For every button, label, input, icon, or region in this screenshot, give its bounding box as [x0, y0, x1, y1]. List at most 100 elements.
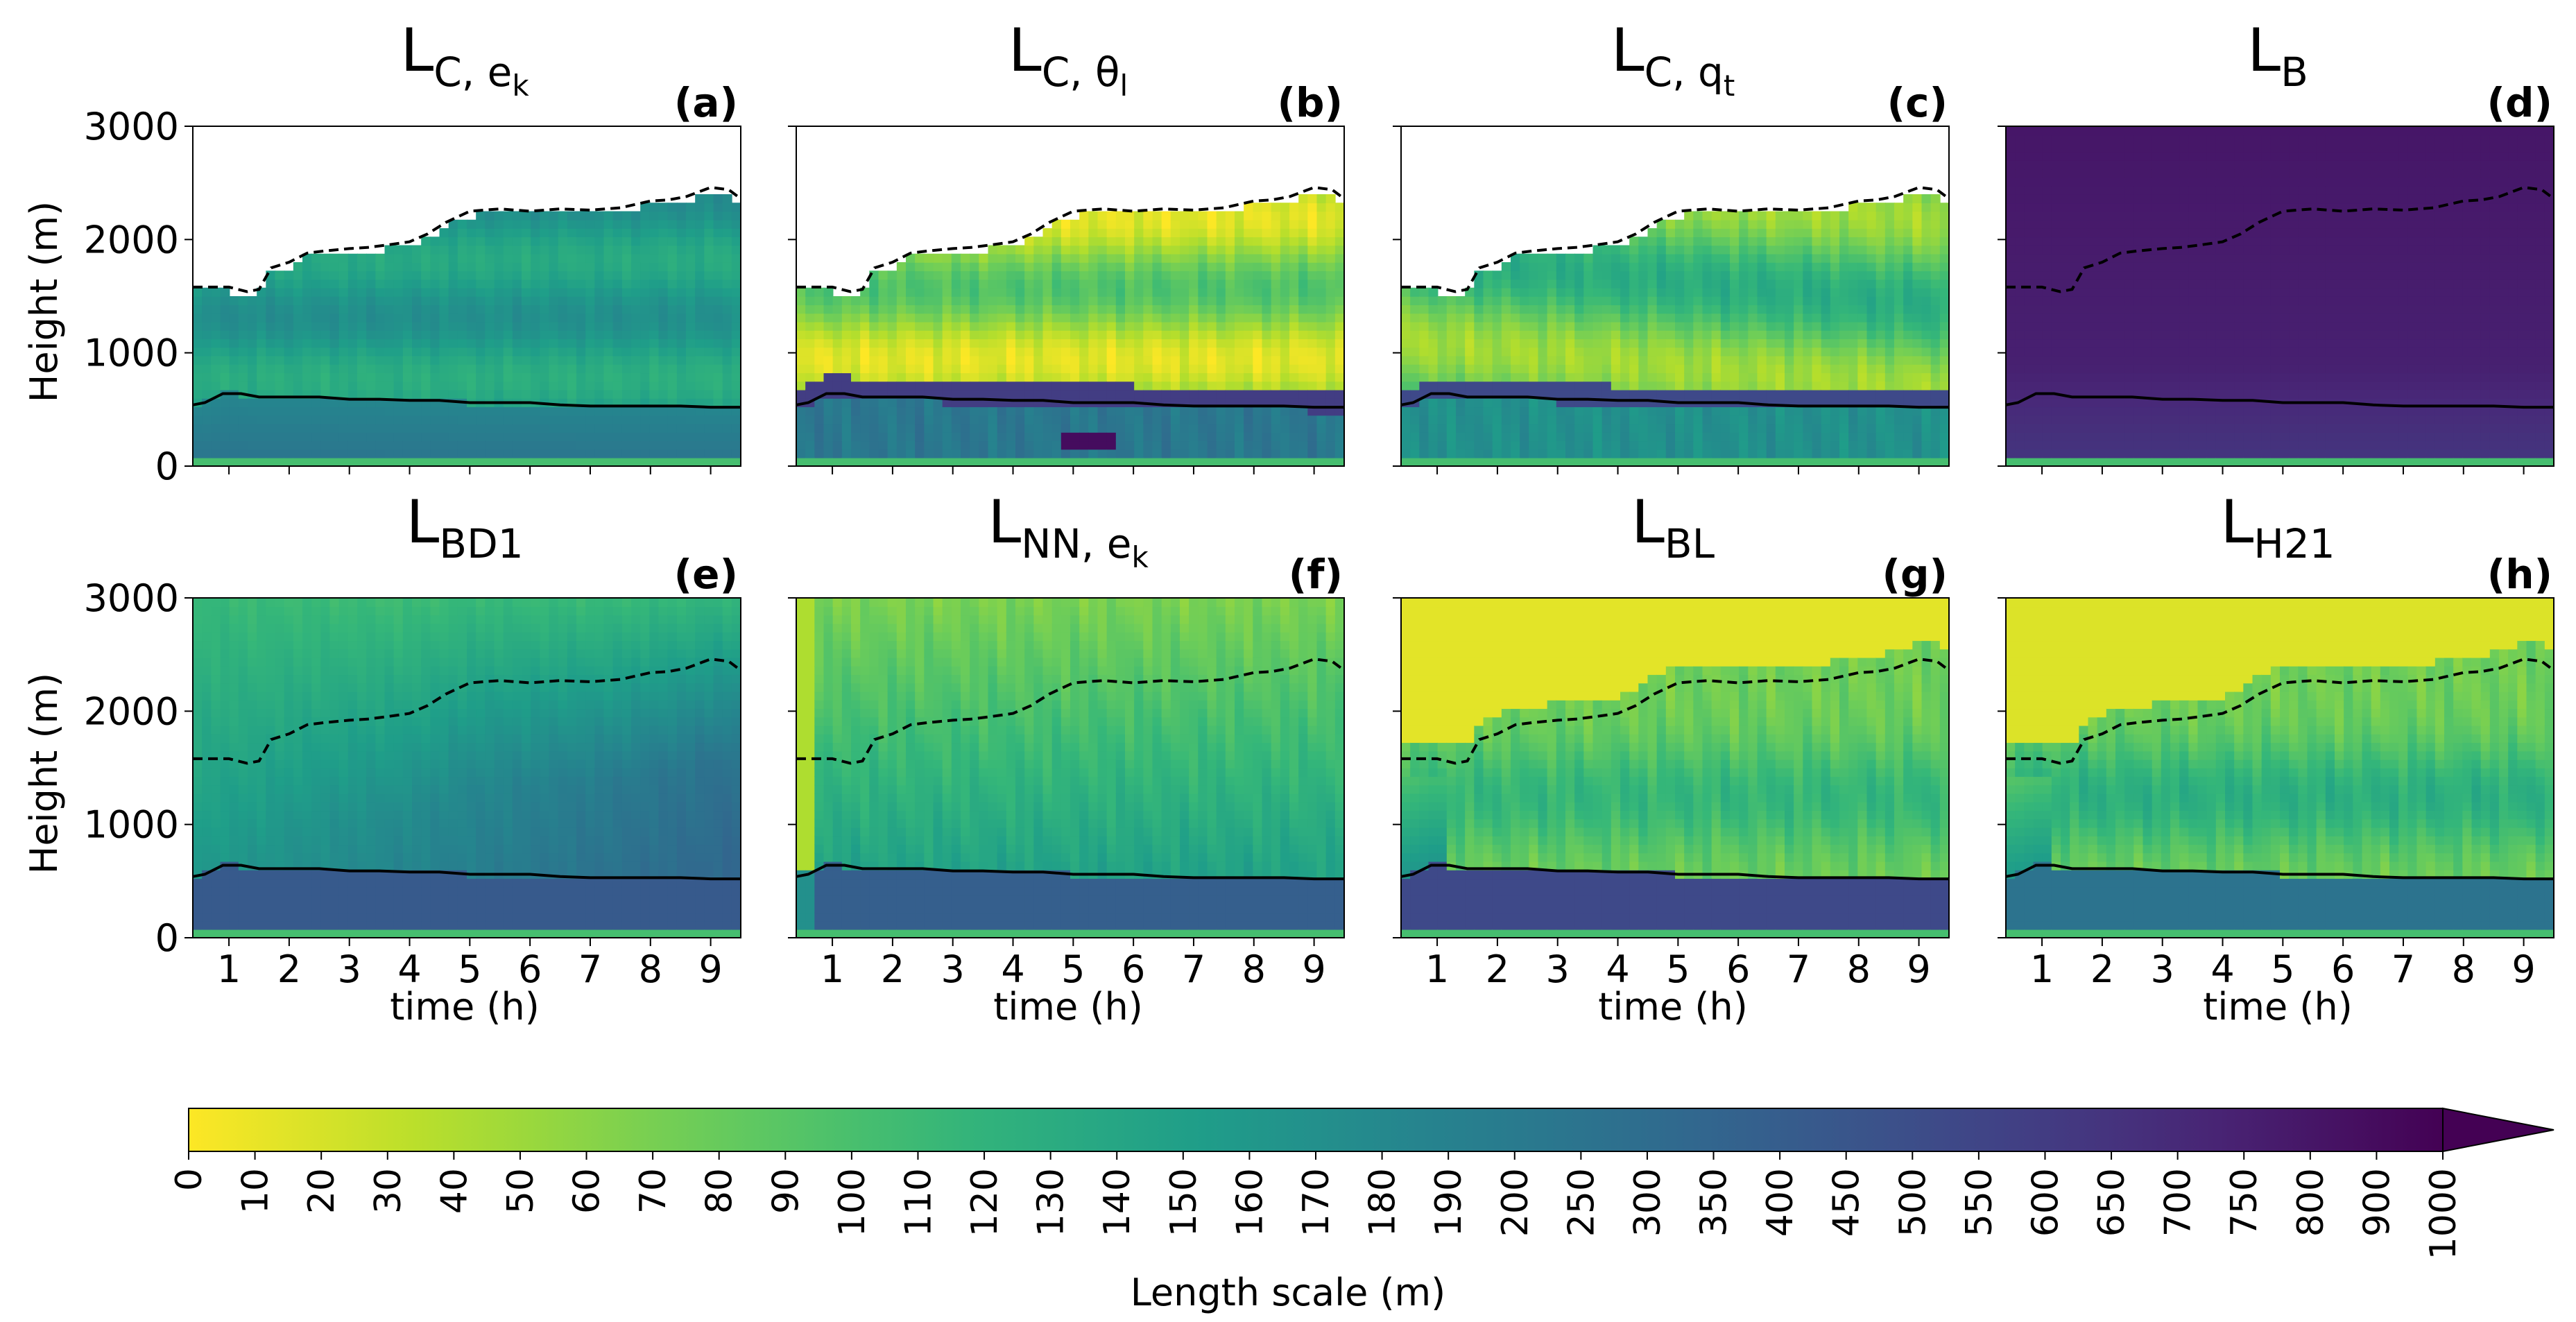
heatmap-cell: [1592, 271, 1603, 280]
heatmap-cell: [1307, 321, 1318, 331]
heatmap-cell: [1857, 279, 1868, 289]
heatmap-cell: [1602, 389, 1612, 399]
heatmap-cell: [1638, 406, 1649, 416]
heatmap-cell: [695, 389, 705, 399]
heatmap-cell: [1520, 321, 1530, 331]
heatmap-cell: [1930, 381, 1941, 390]
heatmap-cell: [549, 228, 559, 238]
heatmap-cell: [1253, 415, 1263, 424]
heatmap-cell: [1334, 228, 1345, 238]
heatmap-cell: [1280, 211, 1290, 221]
heatmap-cell: [393, 415, 404, 424]
heatmap-cell: [832, 296, 843, 306]
heatmap-cell: [1170, 296, 1180, 306]
heatmap-cell: [467, 347, 476, 357]
heatmap-cell: [1511, 381, 1520, 390]
heatmap-cell: [1730, 389, 1740, 399]
heatmap-cell: [1693, 457, 1703, 467]
heatmap-cell: [293, 321, 303, 331]
heatmap-cell: [1857, 245, 1868, 255]
heatmap-cell: [1042, 355, 1053, 365]
heatmap-cell: [347, 432, 358, 442]
heatmap-cell: [1152, 449, 1162, 458]
heatmap-cell: [1152, 279, 1162, 289]
heatmap-cell: [512, 313, 522, 323]
heatmap-cell: [1939, 321, 1950, 331]
heatmap-cell: [366, 321, 377, 331]
heatmap-cell: [860, 313, 870, 323]
heatmap-cell: [997, 449, 1007, 458]
heatmap-cell: [869, 398, 879, 408]
heatmap-cell: [1419, 364, 1429, 374]
heatmap-cell: [1410, 381, 1420, 390]
heatmap-cell: [1446, 449, 1457, 458]
heatmap-cell: [1334, 330, 1345, 340]
heatmap-cell: [311, 355, 322, 365]
heatmap-cell: [1180, 355, 1190, 365]
heatmap-cell: [1812, 279, 1822, 289]
heatmap-cell: [1638, 245, 1649, 255]
heatmap-cell: [1410, 287, 1420, 297]
heatmap-cell: [896, 415, 907, 424]
heatmap-cell: [1794, 449, 1804, 458]
heatmap-cell: [1428, 423, 1439, 433]
heatmap-cell: [1465, 296, 1475, 306]
heatmap-cell: [1857, 423, 1868, 433]
heatmap-cell: [1848, 321, 1859, 331]
heatmap-cell: [860, 321, 870, 331]
heatmap-cell: [640, 355, 651, 365]
heatmap-cell: [347, 415, 358, 424]
heatmap-cell: [1097, 381, 1108, 390]
heatmap-cell: [997, 415, 1007, 424]
heatmap-cell: [1830, 279, 1840, 289]
heatmap-cell: [1225, 347, 1235, 357]
heatmap-cell: [1325, 330, 1336, 340]
heatmap-cell: [979, 253, 989, 263]
heatmap-cell: [193, 415, 203, 424]
heatmap-cell: [1437, 381, 1448, 390]
heatmap-cell: [1271, 245, 1281, 255]
heatmap-cell: [1492, 364, 1502, 374]
heatmap-cell: [1198, 245, 1208, 255]
heatmap-cell: [531, 406, 541, 416]
heatmap-cell: [430, 330, 440, 340]
heatmap-cell: [320, 381, 331, 390]
heatmap-cell: [1556, 389, 1566, 399]
heatmap-cell: [997, 279, 1007, 289]
heatmap-cell: [1070, 304, 1080, 314]
boundary-line-solid-c: [1400, 392, 1949, 409]
heatmap-cell: [1307, 432, 1318, 442]
heatmap-cell: [284, 457, 294, 467]
heatmap-cell: [1894, 423, 1904, 433]
heatmap-cell: [1775, 304, 1785, 314]
heatmap-cell: [1152, 228, 1162, 238]
heatmap-cell: [1565, 287, 1575, 297]
heatmap-cell: [887, 321, 898, 331]
heatmap-cell: [1042, 271, 1053, 280]
heatmap-cell: [1702, 381, 1712, 390]
heatmap-cell: [211, 287, 221, 297]
heatmap-cell: [1665, 355, 1676, 365]
heatmap-cell: [476, 253, 486, 263]
heatmap-cell: [384, 372, 395, 382]
heatmap-cell: [731, 245, 741, 255]
heatmap-cell: [1665, 440, 1676, 450]
heatmap-cell: [1225, 271, 1235, 280]
heatmap-cell: [1720, 304, 1731, 314]
heatmap-cell: [1602, 355, 1612, 365]
heatmap-cell: [1501, 398, 1511, 408]
heatmap-cell: [338, 287, 349, 297]
heatmap-cell: [1280, 415, 1290, 424]
heatmap-cell: [1912, 287, 1923, 297]
heatmap-cell: [713, 449, 723, 458]
heatmap-cell: [1866, 432, 1877, 442]
heatmap-cell: [329, 406, 340, 416]
heatmap-cell: [585, 406, 596, 416]
heatmap-cell: [722, 211, 732, 221]
heatmap-cell: [540, 313, 550, 323]
heatmap-cell: [869, 406, 879, 416]
heatmap-cell: [329, 415, 340, 424]
heatmap-cell: [1115, 228, 1126, 238]
heatmap-cell: [603, 432, 614, 442]
heatmap-cell: [1875, 364, 1886, 374]
